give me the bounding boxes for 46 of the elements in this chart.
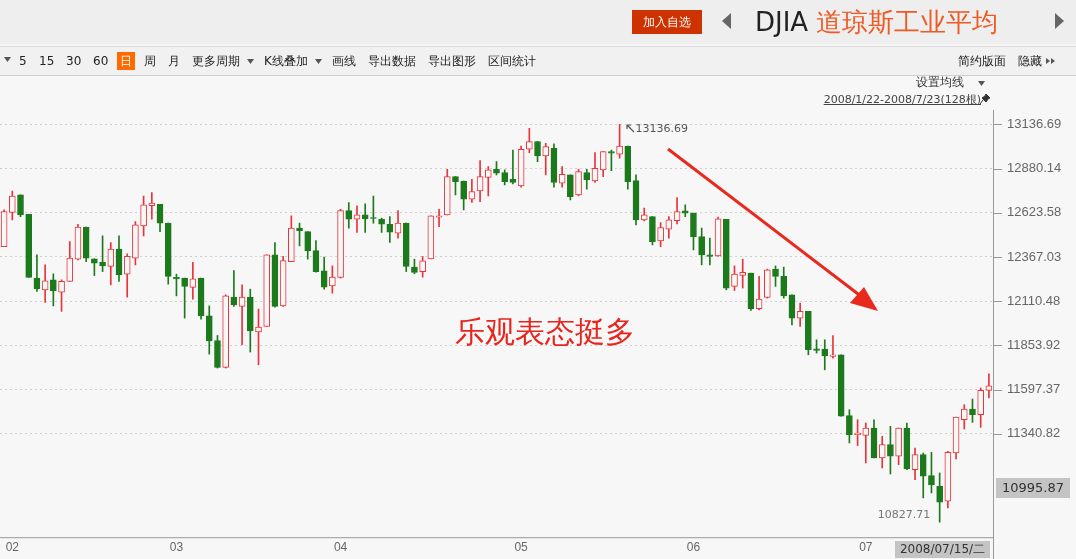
x-tick-label: 05: [514, 539, 529, 554]
text: 区间统计: [487, 53, 537, 70]
x-tick-label: 02: [5, 539, 20, 554]
text: 15: [38, 53, 56, 70]
y-tick-label: 12367.03: [1007, 248, 1062, 264]
candlestick: [985, 373, 993, 399]
y-tick-label: 11340.82: [1007, 425, 1061, 441]
y-tick-label: 11597.37: [1007, 381, 1061, 397]
chart-title: DJIA 道琼斯工业平均: [755, 7, 999, 37]
candlestick: [821, 339, 829, 371]
text: 导出图形: [427, 53, 477, 70]
text: 日: [117, 52, 135, 70]
text: 设置均线: [916, 74, 964, 91]
annotation: 10827.71: [877, 508, 931, 522]
text: 10995.87: [996, 478, 1070, 498]
text: 周: [143, 53, 157, 70]
text: 简约版面: [958, 53, 1006, 70]
text: 画线: [331, 53, 357, 70]
y-tick-label: 13136.69: [1007, 115, 1062, 131]
y-tick-label: 12880.14: [1007, 160, 1062, 176]
candlestick: [862, 422, 870, 464]
text: 隐藏: [1018, 53, 1042, 70]
x-tick-label: 06: [686, 539, 701, 554]
x-tick-label: 03: [169, 539, 184, 554]
annotation: 13136.69: [635, 122, 689, 136]
text: 5: [18, 53, 28, 70]
candlestick: [706, 237, 714, 266]
text: 30: [65, 53, 83, 70]
text: 加入自选: [632, 10, 702, 34]
annotation: 乐观表态挺多: [455, 313, 635, 351]
candlestick: [435, 208, 443, 227]
y-tick-label: 12623.58: [1007, 204, 1062, 220]
y-tick-label: 12110.48: [1007, 292, 1061, 308]
text: 月: [167, 53, 181, 70]
candlestick: [148, 192, 156, 220]
y-tick-label: 11853.92: [1007, 336, 1061, 352]
text: 导出数据: [367, 53, 417, 70]
x-tick-label: 04: [333, 539, 348, 554]
text: 2008/07/15/二: [895, 541, 990, 558]
x-tick-label: 07: [859, 539, 873, 554]
candlestick: [739, 258, 747, 289]
candlestick: [829, 335, 837, 359]
text: 60: [92, 53, 110, 70]
text: K线叠加: [263, 53, 309, 70]
chart-subtitle: 2008/1/22-2008/7/23(128根): [823, 92, 981, 107]
text: 更多周期: [191, 53, 241, 70]
